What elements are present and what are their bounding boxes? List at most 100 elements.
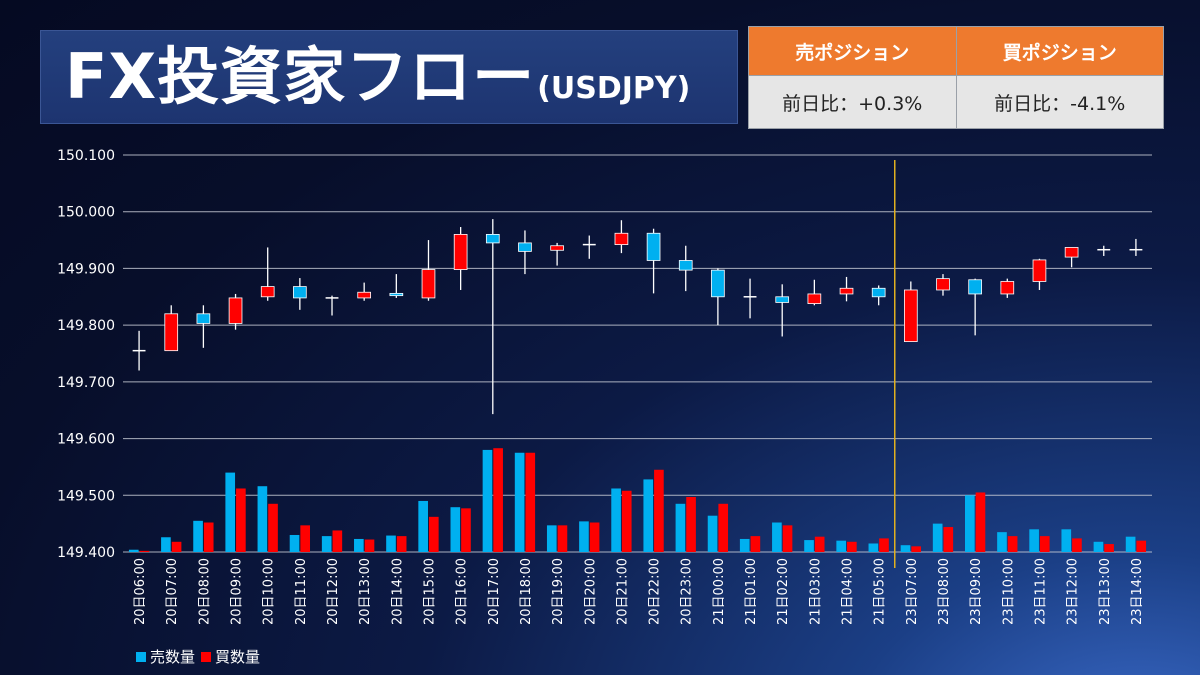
x-tick-label: 21日04:00: [841, 558, 856, 625]
sell-volume-bar: [739, 538, 750, 552]
sell-volume-bar: [675, 503, 686, 552]
sell-position-change: 前日比：+0.3%: [748, 75, 957, 129]
x-tick-label: 21日00:00: [712, 558, 727, 625]
x-tick-label: 23日10:00: [1001, 558, 1016, 625]
sell-volume-bar: [836, 540, 847, 552]
x-tick-label: 20日09:00: [230, 558, 245, 625]
candle-body: [646, 232, 661, 261]
candle-body: [453, 233, 468, 270]
x-tick-label: 20日23:00: [680, 558, 695, 625]
sell-volume-bar: [932, 523, 943, 552]
buy-volume-bar: [589, 522, 600, 552]
legend-item-sell: 売数量: [136, 646, 195, 667]
buy-volume-bar: [332, 530, 343, 552]
candle-body: [711, 269, 725, 298]
candle-body: [807, 293, 822, 304]
x-tick-label: 21日01:00: [744, 558, 759, 625]
buy-volume-bar: [236, 488, 246, 552]
sell-volume-bar: [611, 488, 621, 552]
buy-volume-bar: [557, 525, 568, 552]
position-table: 売ポジション 買ポジション 前日比：+0.3% 前日比：-4.1%: [748, 26, 1164, 129]
y-tick-label: 149.700: [57, 375, 115, 391]
y-tick-label: 149.900: [57, 261, 115, 277]
x-tick-label: 20日22:00: [648, 558, 663, 625]
sell-volume-bar: [386, 535, 396, 552]
y-tick-label: 149.800: [57, 318, 115, 334]
candle-body: [550, 245, 564, 251]
x-tick-label: 20日14:00: [390, 558, 405, 625]
sell-volume-bar: [418, 500, 428, 552]
candle-body: [228, 297, 243, 324]
buy-volume-bar: [975, 492, 986, 552]
legend-label-sell: 売数量: [150, 648, 196, 666]
x-tick-label: 23日12:00: [1066, 558, 1081, 625]
x-tick-label: 20日20:00: [583, 558, 598, 625]
x-tick-label: 23日13:00: [1098, 558, 1113, 625]
x-tick-label: 20日19:00: [551, 558, 566, 625]
buy-volume-bar: [911, 546, 921, 552]
page-title: FX投資家フロー(USDJPY): [65, 41, 690, 125]
buy-volume-bar: [654, 469, 664, 552]
buy-volume-bar: [621, 490, 632, 552]
y-tick-label: 149.500: [57, 488, 115, 504]
sell-volume-bar: [1093, 541, 1104, 552]
x-tick-label: 23日08:00: [937, 558, 952, 625]
sell-volume-bar: [514, 452, 525, 552]
candle-body: [1032, 259, 1047, 282]
sell-volume-bar: [225, 472, 236, 552]
title-text: FX投資家フロー: [65, 40, 536, 113]
y-tick-label: 150.000: [57, 205, 115, 221]
buy-volume-bar: [1072, 538, 1082, 552]
x-tick-label: 20日16:00: [455, 558, 470, 625]
title-banner: FX投資家フロー(USDJPY): [40, 30, 738, 124]
buy-volume-bar: [879, 538, 889, 552]
buy-volume-bar: [203, 522, 214, 552]
x-tick-label: 20日21:00: [615, 558, 630, 625]
candle-body: [389, 292, 404, 297]
y-tick-label: 149.400: [57, 545, 115, 561]
buy-volume-bar: [300, 525, 311, 552]
sell-volume-bar: [289, 534, 300, 552]
sell-volume-bar: [482, 449, 493, 552]
buy-volume-bar: [364, 539, 375, 552]
candle-body: [293, 286, 307, 299]
x-tick-label: 23日09:00: [969, 558, 984, 625]
x-tick-label: 20日06:00: [133, 558, 148, 625]
candle-body: [871, 287, 886, 298]
buy-position-header: 買ポジション: [955, 26, 1164, 76]
sell-volume-bar: [804, 540, 814, 552]
sell-volume-bar: [1029, 529, 1039, 552]
candle-body: [614, 232, 629, 246]
candle-body: [968, 279, 982, 295]
x-tick-label: 21日05:00: [873, 558, 888, 625]
buy-volume-bar: [718, 503, 729, 552]
sell-volume-bar: [1061, 529, 1072, 552]
sell-volume-bar: [321, 536, 332, 552]
x-tick-label: 20日11:00: [294, 558, 309, 625]
buy-volume-bar: [814, 536, 825, 552]
sell-volume-bar: [772, 522, 782, 552]
candle-body: [1000, 281, 1015, 295]
buy-volume-bar: [396, 536, 407, 552]
x-tick-label: 20日10:00: [262, 558, 277, 625]
candle-body: [839, 287, 854, 295]
x-tick-label: 20日17:00: [487, 558, 502, 625]
sell-volume-bar: [707, 515, 718, 552]
buy-volume-bar: [686, 496, 696, 552]
x-tick-label: 20日08:00: [197, 558, 212, 625]
y-tick-label: 149.600: [57, 432, 115, 448]
sell-volume-bar: [643, 479, 654, 552]
buy-volume-bar: [943, 527, 954, 552]
candle-body: [936, 278, 950, 291]
sell-volume-bar: [868, 543, 879, 552]
sell-volume-bar: [964, 495, 975, 552]
buy-volume-bar: [750, 536, 761, 552]
legend-swatch-buy: [201, 651, 212, 662]
y-tick-label: 150.100: [57, 148, 115, 164]
x-tick-label: 20日13:00: [358, 558, 373, 625]
x-tick-label: 21日03:00: [808, 558, 823, 625]
sell-volume-bar: [193, 520, 203, 552]
candle-body: [196, 313, 211, 324]
buy-volume-bar: [268, 503, 278, 552]
buy-volume-bar: [1136, 540, 1147, 552]
